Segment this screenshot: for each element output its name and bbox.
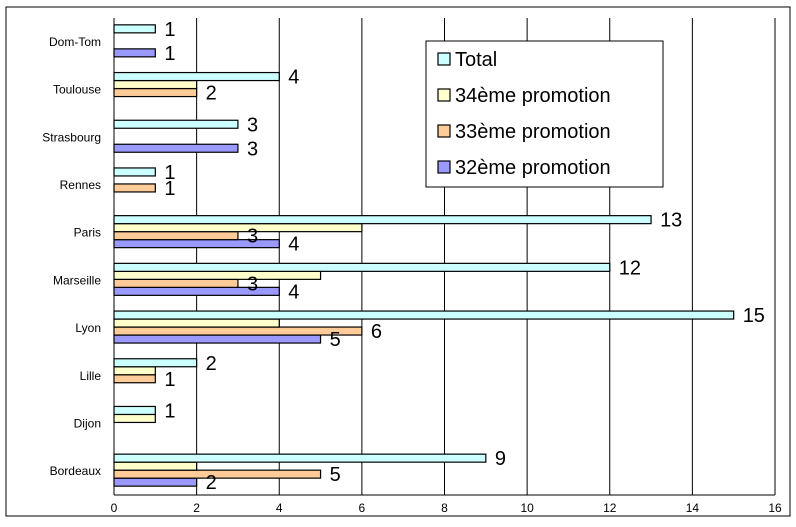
legend-swatch-34-me-promotion [437,88,451,102]
legend-label-total: Total [455,49,497,71]
bar-lyon-34-me-promotion [113,318,280,328]
data-label-toulouse-33-me-promotion: 2 [206,83,217,105]
bar-paris-34-me-promotion [113,223,363,233]
bar-lyon-33-me-promotion [113,326,363,336]
legend-label-33-me-promotion: 33ème promotion [455,121,611,143]
data-label-strasbourg-total: 3 [247,114,258,136]
data-label-lille-33-me-promotion: 1 [164,369,175,391]
data-label-marseille-33-me-promotion: 3 [247,273,258,295]
bar-dijon-total [113,405,156,416]
legend-label-34-me-promotion: 34ème promotion [455,85,611,107]
y-tick-label-marseille: Marseille [53,273,101,287]
data-label-paris-32-me-promotion: 4 [288,234,299,256]
data-label-dom-tom-total: 1 [164,19,175,41]
y-tick-label-dom-tom: Dom-Tom [49,35,101,49]
x-tick-label-10: 10 [520,501,534,515]
data-label-paris-total: 13 [660,210,682,232]
y-tick-label-rennes: Rennes [60,178,101,192]
x-tick-label-2: 2 [193,501,200,515]
bar-dijon-34-me-promotion [113,413,156,424]
legend-box [425,40,664,188]
legend-label-32-me-promotion: 32ème promotion [455,157,611,179]
data-label-bordeaux-33-me-promotion: 5 [330,464,341,486]
bar-lille-33-me-promotion [113,374,156,384]
bar-lyon-total [113,310,735,320]
data-label-toulouse-total: 4 [288,67,299,89]
bar-rennes-33-me-promotion [113,183,156,193]
bar-marseille-total [113,262,611,272]
bar-marseille-34-me-promotion [113,270,322,280]
bar-bordeaux-32-me-promotion [113,477,198,487]
bar-paris-33-me-promotion [113,231,239,241]
bar-strasbourg-total [113,119,239,129]
bar-lille-total [113,358,198,368]
x-tick-label-6: 6 [359,501,366,515]
y-tick-label-bordeaux: Bordeaux [50,464,101,478]
data-label-dijon-total: 1 [164,400,175,422]
legend-swatch-total [437,52,451,66]
data-label-strasbourg-32-me-promotion: 3 [247,138,258,160]
bar-bordeaux-34-me-promotion [113,461,198,471]
data-label-lyon-32-me-promotion: 5 [330,329,341,351]
data-label-rennes-33-me-promotion: 1 [164,178,175,200]
data-label-bordeaux-total: 9 [495,448,506,470]
bar-marseille-33-me-promotion [113,278,239,288]
bar-lille-34-me-promotion [113,366,156,376]
bar-bordeaux-33-me-promotion [113,469,322,479]
bar-toulouse-34-me-promotion [113,79,198,90]
bar-toulouse-total [113,71,280,82]
y-tick-label-lille: Lille [80,369,102,383]
y-tick-label-dijon: Dijon [74,416,101,430]
data-label-bordeaux-32-me-promotion: 2 [206,472,217,494]
data-label-lille-total: 2 [206,353,217,375]
bar-bordeaux-total [113,453,487,463]
y-tick-label-strasbourg: Strasbourg [42,130,101,144]
y-tick-label-lyon: Lyon [75,321,101,335]
bar-strasbourg-32-me-promotion [113,143,239,153]
data-label-marseille-32-me-promotion: 4 [288,281,299,303]
x-tick-label-0: 0 [111,501,118,515]
x-tick-label-12: 12 [603,501,617,515]
bar-rennes-total [113,167,156,177]
x-tick-label-4: 4 [276,501,283,515]
data-label-lyon-33-me-promotion: 6 [371,321,382,343]
y-tick-label-paris: Paris [74,226,101,240]
data-label-paris-33-me-promotion: 3 [247,226,258,248]
bar-dom-tom-32-me-promotion [113,48,156,58]
bar-paris-total [113,215,652,225]
x-tick-label-8: 8 [441,501,448,515]
legend-swatch-32-me-promotion [437,160,451,174]
x-tick-label-14: 14 [686,501,700,515]
bar-dom-tom-total [113,24,156,34]
bar-toulouse-33-me-promotion [113,87,198,98]
data-label-rennes-total: 1 [164,162,175,184]
bar-lyon-32-me-promotion [113,334,322,344]
data-label-lyon-total: 15 [743,305,765,327]
data-label-marseille-total: 12 [619,257,641,279]
x-tick-label-16: 16 [768,501,782,515]
data-label-dom-tom-32-me-promotion: 1 [164,43,175,65]
legend-swatch-33-me-promotion [437,124,451,138]
y-tick-label-toulouse: Toulouse [53,83,101,97]
